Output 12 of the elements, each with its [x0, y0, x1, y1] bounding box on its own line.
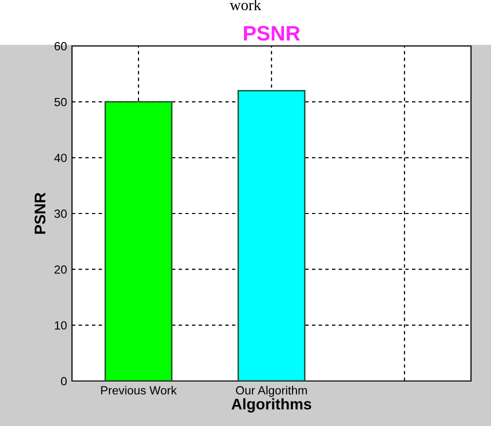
chart-title: PSNR — [244, 26, 300, 41]
y-axis-title: PSNR — [34, 192, 46, 234]
x-tick-label: Our Algorithm — [236, 386, 307, 397]
x-axis-title: Algorithms — [232, 398, 312, 413]
y-tick-label: 40 — [54, 154, 67, 162]
y-tick-label: 60 — [54, 42, 67, 50]
y-tick-label: 30 — [54, 210, 67, 218]
x-tick-label: Previous Work — [101, 386, 177, 395]
y-tick-label: 20 — [54, 265, 67, 274]
y-tick-label: 0 — [61, 377, 67, 386]
y-tick-label: 50 — [54, 98, 67, 106]
y-tick-label: 10 — [54, 321, 67, 330]
